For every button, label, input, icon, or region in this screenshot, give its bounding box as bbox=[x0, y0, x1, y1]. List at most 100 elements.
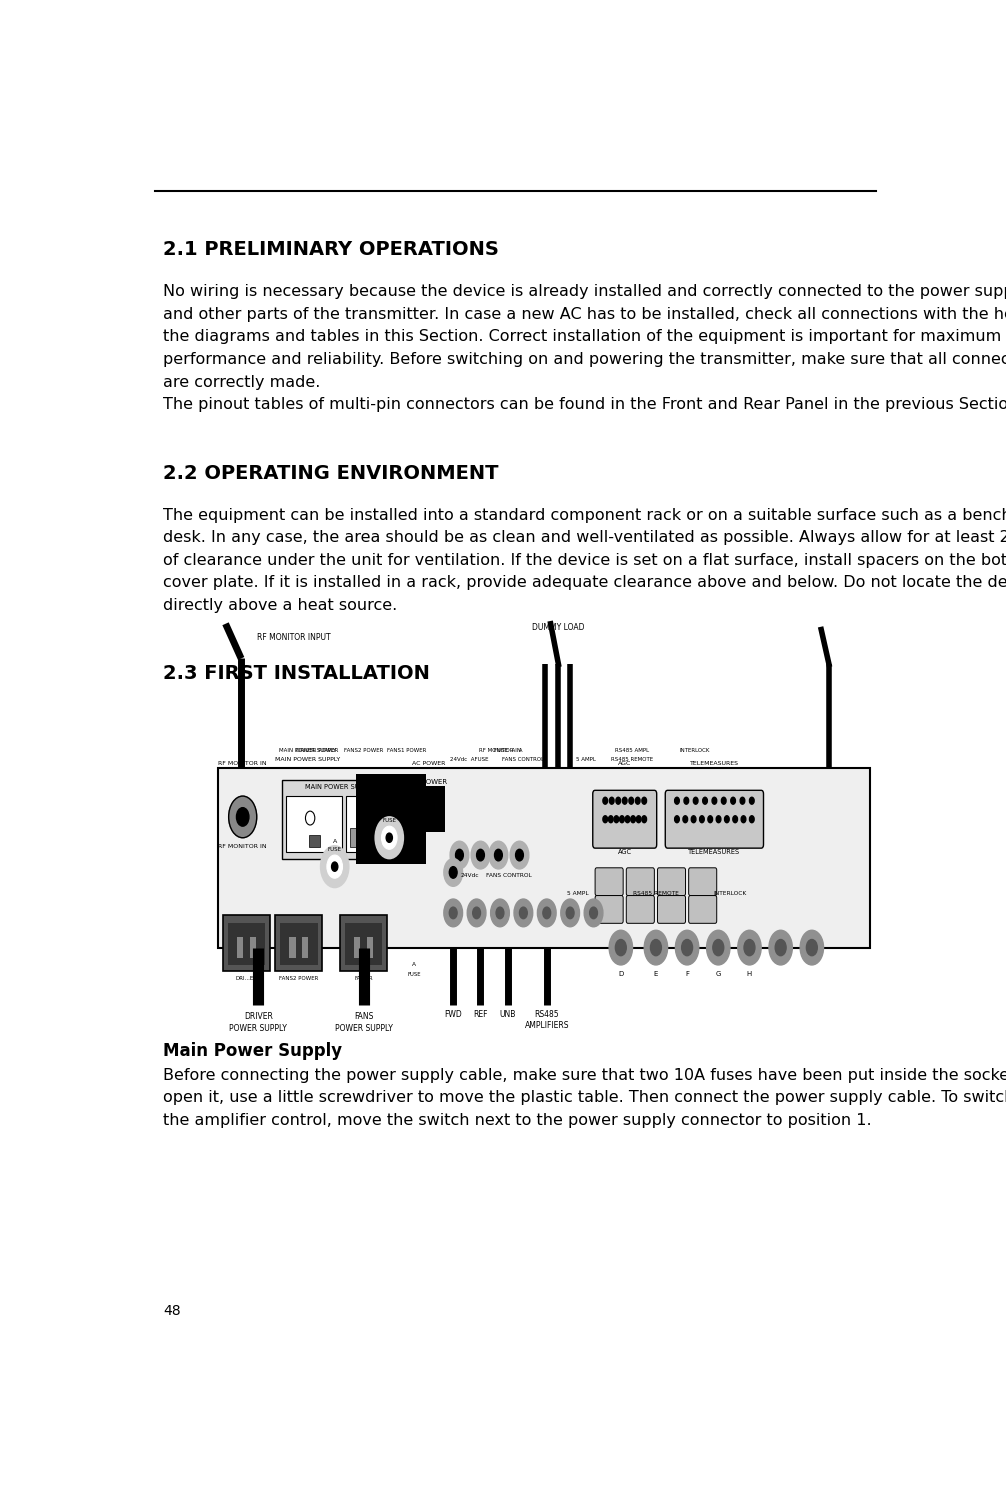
Text: FANS2 POWER: FANS2 POWER bbox=[344, 748, 383, 754]
Text: REF: REF bbox=[473, 1011, 488, 1020]
Text: open it, use a little screwdriver to move the plastic table. Then connect the po: open it, use a little screwdriver to mov… bbox=[163, 1090, 1006, 1105]
Bar bbox=[286, 796, 342, 852]
Bar bbox=[369, 829, 381, 847]
FancyBboxPatch shape bbox=[593, 790, 657, 849]
Text: 2.3 FIRST INSTALLATION: 2.3 FIRST INSTALLATION bbox=[163, 664, 430, 683]
Text: DRI...ER: DRI...ER bbox=[235, 976, 258, 981]
Text: AC POWER: AC POWER bbox=[409, 780, 447, 786]
Circle shape bbox=[800, 930, 824, 964]
Text: POWER SUPPLY: POWER SUPPLY bbox=[335, 1024, 392, 1033]
Text: desk. In any case, the area should be as clean and well-ventilated as possible. : desk. In any case, the area should be as… bbox=[163, 530, 1006, 545]
Circle shape bbox=[444, 900, 463, 927]
Circle shape bbox=[712, 798, 716, 804]
Bar bbox=[237, 937, 243, 958]
Circle shape bbox=[644, 930, 668, 964]
Circle shape bbox=[691, 816, 696, 823]
Text: and other parts of the transmitter. In case a new AC has to be installed, check : and other parts of the transmitter. In c… bbox=[163, 306, 1006, 321]
Circle shape bbox=[716, 816, 721, 823]
Text: MAIN POWER SUPPLY: MAIN POWER SUPPLY bbox=[275, 757, 340, 762]
Text: RF MONITOR INPUT: RF MONITOR INPUT bbox=[257, 634, 330, 643]
Circle shape bbox=[636, 798, 640, 804]
Text: the amplifier control, move the switch next to the power supply connector to pos: the amplifier control, move the switch n… bbox=[163, 1113, 872, 1128]
Circle shape bbox=[537, 900, 556, 927]
Circle shape bbox=[713, 940, 723, 955]
Circle shape bbox=[603, 816, 608, 823]
Circle shape bbox=[693, 798, 698, 804]
Circle shape bbox=[584, 900, 603, 927]
Circle shape bbox=[228, 796, 257, 838]
Text: RF MONITOR IN: RF MONITOR IN bbox=[218, 844, 267, 850]
Bar bbox=[345, 924, 382, 964]
Circle shape bbox=[708, 816, 712, 823]
Text: AC POWER: AC POWER bbox=[411, 762, 445, 766]
Circle shape bbox=[444, 859, 463, 886]
Circle shape bbox=[489, 841, 508, 870]
Circle shape bbox=[769, 930, 793, 964]
Text: AGC: AGC bbox=[618, 849, 632, 855]
Bar bbox=[249, 937, 256, 958]
Text: E: E bbox=[654, 972, 658, 978]
Text: FUSE: FUSE bbox=[407, 972, 421, 976]
Text: FUSE  A  A: FUSE A A bbox=[494, 748, 522, 754]
Circle shape bbox=[749, 816, 754, 823]
Text: the diagrams and tables in this Section. Correct installation of the equipment i: the diagrams and tables in this Section.… bbox=[163, 329, 1001, 344]
Circle shape bbox=[637, 816, 641, 823]
Circle shape bbox=[741, 816, 745, 823]
Bar bbox=[276, 915, 322, 970]
Text: INTERLOCK: INTERLOCK bbox=[680, 748, 710, 754]
Text: The pinout tables of multi-pin connectors can be found in the Front and Rear Pan: The pinout tables of multi-pin connector… bbox=[163, 397, 1006, 412]
Circle shape bbox=[675, 798, 679, 804]
Bar bbox=[290, 937, 296, 958]
Text: No wiring is necessary because the device is already installed and correctly con: No wiring is necessary because the devic… bbox=[163, 284, 1006, 299]
Circle shape bbox=[450, 867, 457, 879]
Bar bbox=[228, 924, 266, 964]
Text: FANS2 POWER: FANS2 POWER bbox=[279, 976, 319, 981]
Text: The equipment can be installed into a standard component rack or on a suitable s: The equipment can be installed into a st… bbox=[163, 508, 1006, 523]
Text: 5 AMPL: 5 AMPL bbox=[575, 757, 596, 762]
Circle shape bbox=[616, 798, 621, 804]
Circle shape bbox=[515, 849, 523, 861]
Text: G: G bbox=[715, 972, 721, 978]
Circle shape bbox=[375, 817, 403, 859]
Bar bbox=[217, 769, 870, 948]
Circle shape bbox=[450, 907, 457, 919]
Circle shape bbox=[620, 816, 625, 823]
Text: DRIVER POWER: DRIVER POWER bbox=[296, 748, 338, 754]
Circle shape bbox=[740, 798, 744, 804]
Text: 2.2 OPERATING ENVIRONMENT: 2.2 OPERATING ENVIRONMENT bbox=[163, 464, 499, 482]
Text: A: A bbox=[387, 810, 391, 814]
Bar bbox=[406, 786, 446, 832]
FancyBboxPatch shape bbox=[596, 868, 623, 895]
Circle shape bbox=[332, 862, 338, 871]
Text: FUSE: FUSE bbox=[382, 819, 396, 823]
Circle shape bbox=[623, 798, 627, 804]
Bar bbox=[223, 915, 270, 970]
FancyBboxPatch shape bbox=[689, 895, 716, 924]
Bar bbox=[282, 780, 397, 859]
Text: UNB: UNB bbox=[500, 1011, 516, 1020]
Text: MAIN POWER SUPPLY: MAIN POWER SUPPLY bbox=[305, 784, 374, 790]
Text: INTERLOCK: INTERLOCK bbox=[713, 891, 746, 895]
Circle shape bbox=[496, 907, 504, 919]
Circle shape bbox=[631, 816, 636, 823]
FancyBboxPatch shape bbox=[658, 868, 685, 895]
Text: TELEMEASURES: TELEMEASURES bbox=[688, 849, 740, 855]
Text: DRIVER: DRIVER bbox=[243, 1012, 273, 1021]
Circle shape bbox=[683, 816, 688, 823]
Circle shape bbox=[609, 930, 633, 964]
Circle shape bbox=[477, 849, 485, 861]
Circle shape bbox=[625, 816, 630, 823]
Text: cover plate. If it is installed in a rack, provide adequate clearance above and : cover plate. If it is installed in a rac… bbox=[163, 575, 1006, 590]
FancyBboxPatch shape bbox=[596, 895, 623, 924]
Circle shape bbox=[471, 841, 490, 870]
Bar bbox=[280, 924, 318, 964]
Text: POWER SUPPLY: POWER SUPPLY bbox=[229, 1024, 288, 1033]
Bar bbox=[354, 937, 360, 958]
Bar bbox=[302, 937, 308, 958]
Circle shape bbox=[610, 798, 614, 804]
Circle shape bbox=[642, 798, 647, 804]
Circle shape bbox=[491, 900, 509, 927]
Circle shape bbox=[321, 846, 349, 888]
Circle shape bbox=[675, 816, 679, 823]
Circle shape bbox=[682, 940, 692, 955]
